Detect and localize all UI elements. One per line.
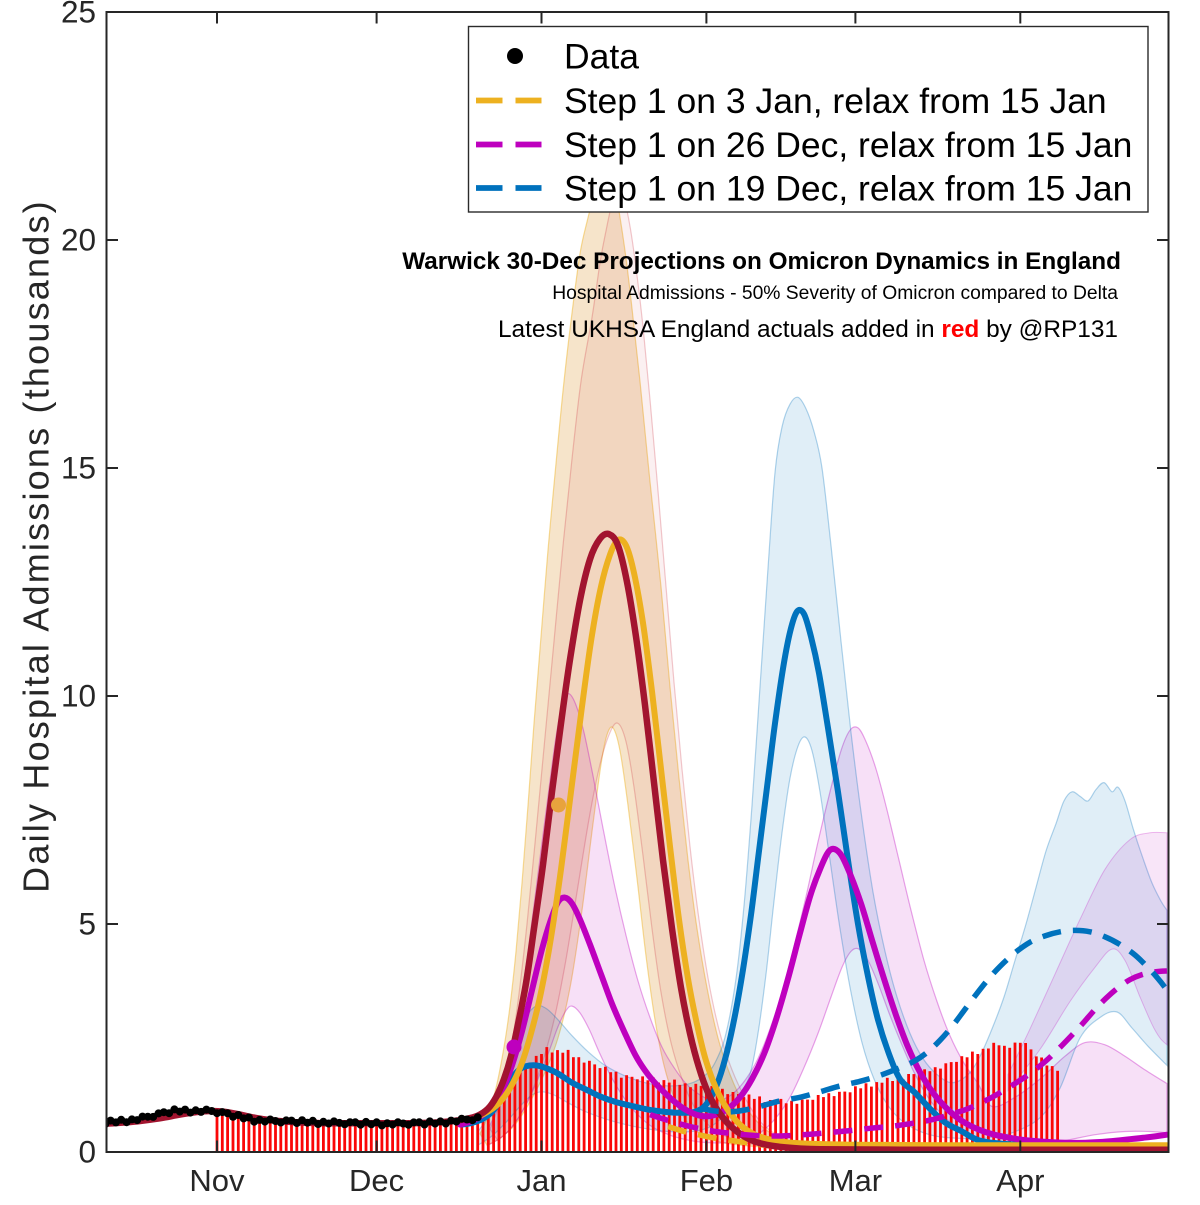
svg-text:Step 1 on 26 Dec, relax from 1: Step 1 on 26 Dec, relax from 15 Jan bbox=[564, 125, 1132, 165]
svg-text:Daily Hospital Admissions (tho: Daily Hospital Admissions (thousands) bbox=[16, 199, 57, 893]
svg-text:Jan: Jan bbox=[517, 1163, 567, 1198]
svg-text:Apr: Apr bbox=[996, 1163, 1044, 1198]
svg-text:Hospital Admissions - 50% Seve: Hospital Admissions - 50% Severity of Om… bbox=[552, 283, 1118, 304]
svg-text:Latest UKHSA England actuals a: Latest UKHSA England actuals added in re… bbox=[498, 316, 1118, 343]
svg-text:Step 1 on 19 Dec, relax from 1: Step 1 on 19 Dec, relax from 15 Jan bbox=[564, 169, 1132, 209]
svg-text:5: 5 bbox=[78, 906, 96, 942]
svg-text:Warwick 30-Dec Projections on: Warwick 30-Dec Projections on Omicron Dy… bbox=[402, 248, 1121, 275]
svg-text:0: 0 bbox=[78, 1134, 96, 1170]
svg-text:10: 10 bbox=[61, 678, 96, 714]
svg-text:Mar: Mar bbox=[829, 1163, 882, 1198]
svg-text:Feb: Feb bbox=[680, 1163, 733, 1198]
svg-text:25: 25 bbox=[61, 0, 96, 30]
svg-text:15: 15 bbox=[61, 450, 96, 486]
svg-text:Data: Data bbox=[564, 37, 639, 77]
svg-text:Nov: Nov bbox=[189, 1163, 245, 1198]
svg-text:20: 20 bbox=[61, 222, 96, 258]
svg-text:Dec: Dec bbox=[349, 1163, 404, 1198]
svg-text:Step 1 on 3 Jan, relax from 15: Step 1 on 3 Jan, relax from 15 Jan bbox=[564, 81, 1107, 121]
